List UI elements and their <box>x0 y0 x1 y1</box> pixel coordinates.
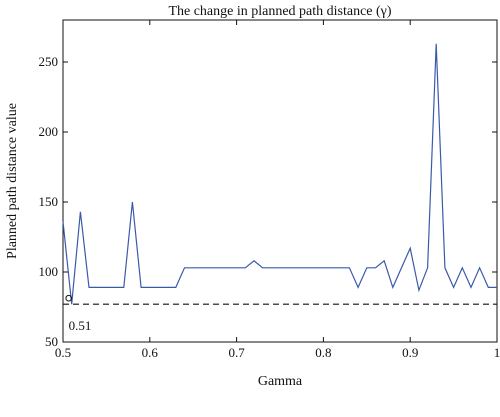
x-tick-label: 0.8 <box>315 345 331 360</box>
chart-title: The change in planned path distance (γ) <box>168 4 391 19</box>
plot-frame <box>62 19 498 343</box>
y-tick-label: 250 <box>39 54 59 69</box>
x-tick-label: 1 <box>494 345 500 360</box>
annotation-label: 0.51 <box>69 318 92 333</box>
y-tick-label: 150 <box>39 194 59 209</box>
y-tick-label: 50 <box>45 334 58 349</box>
annotation-marker <box>65 294 72 302</box>
y-axis-label: Planned path distance value <box>5 103 20 259</box>
x-tick-label: 0.7 <box>228 345 245 360</box>
series-points <box>63 44 497 304</box>
series-line-gamma <box>62 43 497 305</box>
x-tick-label: 0.9 <box>402 345 418 360</box>
y-tick-label: 200 <box>39 124 59 139</box>
x-tick-label: 0.6 <box>142 345 159 360</box>
x-axis-label: Gamma <box>258 374 303 389</box>
y-tick-label: 100 <box>39 264 59 279</box>
x-tick-label: 0.5 <box>55 345 71 360</box>
